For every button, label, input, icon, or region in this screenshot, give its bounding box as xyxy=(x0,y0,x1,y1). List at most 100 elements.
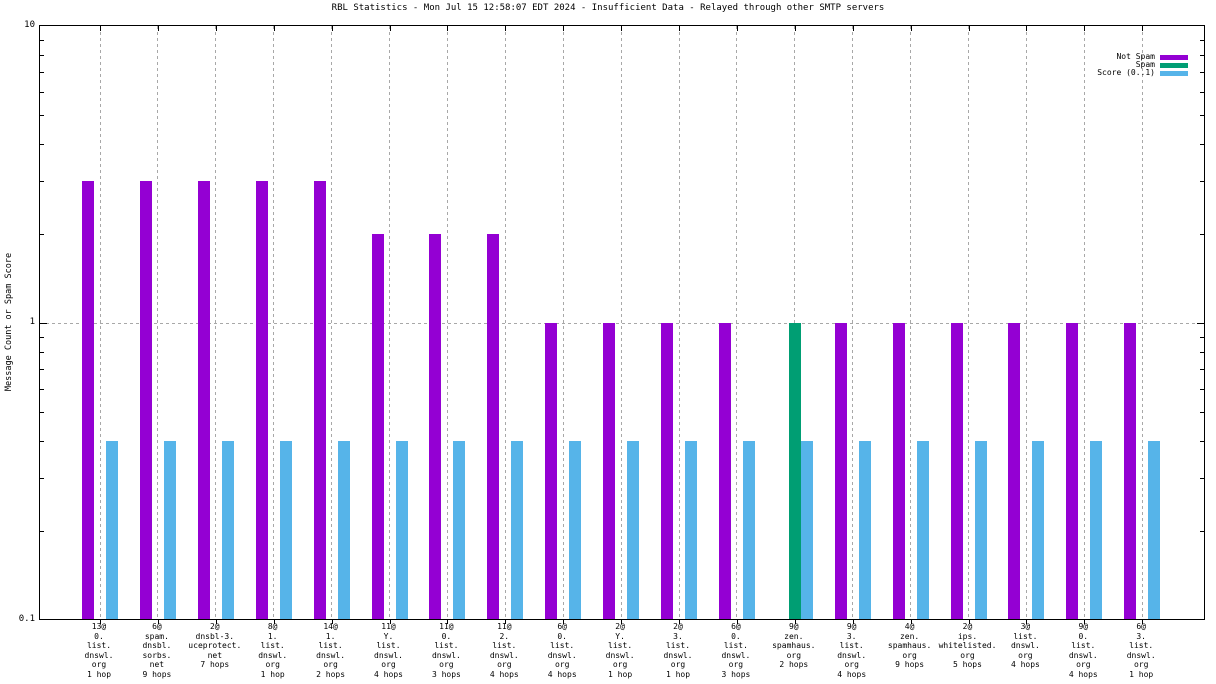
bar-score-0-1--17 xyxy=(1032,441,1045,619)
bar-not-spam-10 xyxy=(603,323,616,619)
bar-score-0-1--1 xyxy=(106,441,118,619)
legend-swatch xyxy=(1160,54,1188,60)
y-tick-minor xyxy=(1200,144,1204,146)
y-tick-minor xyxy=(40,530,44,532)
bar-score-0-1--9 xyxy=(569,441,582,619)
bar-not-spam-17 xyxy=(1008,323,1021,619)
x-tick-bottom xyxy=(736,619,738,624)
x-tick-top xyxy=(621,26,623,31)
y-tick-label: 0.1 xyxy=(18,614,35,624)
legend-label: Spam xyxy=(1135,60,1155,69)
x-tick-bottom xyxy=(852,619,854,624)
x-tick-top xyxy=(968,26,970,31)
y-tick-minor xyxy=(1200,91,1204,93)
plot-area: Not Spam Spam Score (0..1) xyxy=(39,25,1205,624)
x-tick-top xyxy=(1026,26,1028,31)
bar-not-spam-11 xyxy=(661,323,673,619)
bar-not-spam-15 xyxy=(892,323,905,619)
bar-not-spam-3 xyxy=(197,181,210,619)
bar-not-spam-7 xyxy=(429,233,442,619)
x-tick-top xyxy=(331,26,333,31)
y-tick-label: 1 xyxy=(29,317,35,327)
bar-not-spam-2 xyxy=(139,181,152,619)
x-tick-label: 6@ 3. list. dnswl. org 1 hop xyxy=(1126,622,1156,679)
y-tick-minor xyxy=(40,233,44,235)
bar-not-spam-14 xyxy=(834,323,847,619)
x-tick-top xyxy=(157,26,159,31)
y-tick-minor xyxy=(40,115,44,117)
bar-score-0-1--2 xyxy=(163,441,176,619)
y-tick-minor xyxy=(1200,181,1204,183)
bar-score-0-1--6 xyxy=(395,441,408,619)
y-tick-minor xyxy=(40,478,44,480)
chart-title: RBL Statistics - Mon Jul 15 12:58:07 EDT… xyxy=(331,3,885,13)
x-tick-label: 2@ Y. list. dnswl. org 1 hop xyxy=(605,622,635,679)
x-tick-label: 2@ ips. whitelisted. org 5 hops xyxy=(938,622,997,670)
bar-score-0-1--19 xyxy=(1148,441,1161,619)
legend-label: Not Spam xyxy=(1116,52,1155,61)
x-tick-top xyxy=(100,26,101,31)
x-tick-top xyxy=(563,26,565,31)
x-tick-label: 2@ 3. list. dnswl. org 1 hop xyxy=(663,622,693,679)
y-tick-major xyxy=(40,323,47,324)
bar-score-0-1--10 xyxy=(627,441,640,619)
bar-not-spam-5 xyxy=(313,181,326,619)
x-tick-label: 11@ Y. list. dnswl. org 4 hops xyxy=(374,622,403,679)
y-tick-minor xyxy=(40,181,44,183)
y-tick-minor xyxy=(1200,72,1204,73)
y-tick-minor xyxy=(1200,412,1204,414)
bar-spam-13 xyxy=(788,323,801,619)
bar-not-spam-19 xyxy=(1124,323,1137,619)
x-tick-bottom xyxy=(273,619,275,624)
x-tick-label: 13@ 0. list. dnswl. org 1 hop xyxy=(84,622,114,679)
x-tick-bottom xyxy=(563,619,565,624)
x-tick-top xyxy=(910,26,912,31)
x-tick-label: 9@ 3. list. dnswl. org 4 hops xyxy=(837,622,867,679)
x-tick-top xyxy=(852,26,854,31)
y-tick-minor xyxy=(1200,115,1204,117)
x-tick-bottom xyxy=(794,619,796,624)
horizontal-gridline-1 xyxy=(40,322,1204,324)
x-tick-label: 11@ 2. list. dnswl. org 4 hops xyxy=(489,622,519,679)
y-tick-minor xyxy=(1200,530,1204,532)
y-tick-minor xyxy=(40,336,44,338)
legend: Not Spam Spam Score (0..1) xyxy=(1097,53,1188,77)
y-tick-minor xyxy=(1200,336,1204,338)
x-tick-bottom xyxy=(447,619,449,624)
x-tick-top xyxy=(389,26,391,31)
x-tick-top xyxy=(679,26,680,31)
x-tick-top xyxy=(505,26,507,31)
x-tick-bottom xyxy=(505,619,507,624)
y-tick-minor xyxy=(40,91,44,93)
y-tick-minor xyxy=(40,388,44,390)
x-tick-top xyxy=(215,26,217,31)
x-tick-top xyxy=(1142,26,1144,31)
bar-score-0-1--8 xyxy=(511,441,524,619)
x-tick-bottom xyxy=(679,619,680,624)
x-tick-label: 11@ 0. list. dnswl. org 3 hops xyxy=(431,622,461,679)
y-tick-minor xyxy=(1200,39,1204,41)
y-tick-minor xyxy=(40,144,44,146)
legend-swatch xyxy=(1160,70,1188,76)
x-tick-bottom xyxy=(157,619,159,624)
y-tick-minor xyxy=(1200,388,1204,390)
y-tick-minor xyxy=(1200,54,1204,56)
x-tick-label: 2@ dnsbl-3. uceprotect. net 7 hops xyxy=(188,622,242,670)
bar-score-0-1--11 xyxy=(685,441,697,619)
x-tick-top xyxy=(447,26,449,31)
legend-label: Score (0..1) xyxy=(1097,68,1155,77)
x-tick-top xyxy=(794,26,796,31)
x-tick-label: 9@ 0. list. dnswl. org 4 hops xyxy=(1068,622,1098,679)
x-tick-label: 6@ spam. dnsbl. sorbs. net 9 hops xyxy=(142,622,172,679)
x-tick-label: 14@ 1. list. dnswl. org 2 hops xyxy=(316,622,346,679)
x-tick-top xyxy=(736,26,738,31)
y-tick-minor xyxy=(40,72,44,73)
x-tick-top xyxy=(1084,26,1086,31)
x-tick-label: 6@ 0. list. dnswl. org 4 hops xyxy=(547,622,577,679)
bar-not-spam-8 xyxy=(487,233,500,619)
bar-score-0-1--12 xyxy=(742,441,755,619)
legend-row: Spam xyxy=(1097,61,1188,69)
y-tick-major xyxy=(1197,323,1204,324)
y-tick-minor xyxy=(40,39,44,41)
